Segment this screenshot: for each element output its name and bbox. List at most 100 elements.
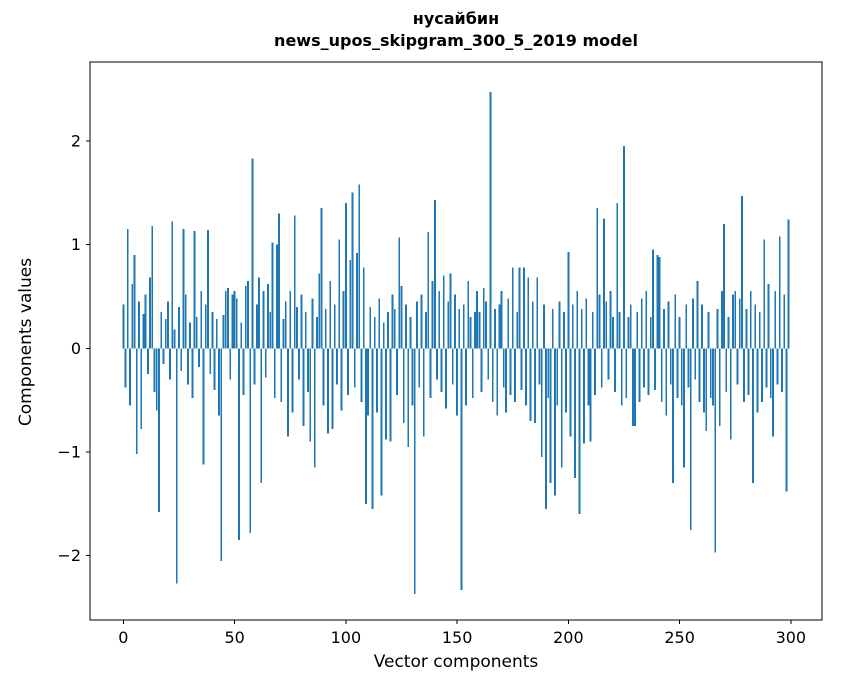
bar	[529, 348, 532, 421]
bar	[772, 348, 774, 437]
bar	[491, 348, 494, 403]
y-tick-label: 1	[71, 235, 81, 254]
y-tick-label: −1	[57, 442, 81, 461]
bar	[380, 348, 383, 496]
bar	[378, 298, 381, 349]
bar	[645, 291, 648, 349]
bar	[160, 311, 163, 349]
bar	[729, 348, 732, 440]
bar	[745, 308, 748, 349]
bar	[576, 291, 579, 349]
bar	[551, 308, 554, 349]
bar	[291, 348, 294, 413]
bar	[709, 348, 712, 399]
bar	[402, 348, 405, 423]
bar	[267, 283, 269, 349]
bar	[416, 301, 418, 349]
bar	[171, 221, 174, 349]
bar	[440, 348, 443, 392]
bar	[611, 317, 614, 349]
y-tick-label: −2	[57, 546, 81, 565]
bar	[309, 348, 312, 442]
bar	[391, 294, 394, 349]
bar	[607, 348, 610, 380]
bar	[614, 348, 616, 392]
bar	[734, 291, 737, 349]
bar	[453, 294, 456, 349]
bar	[385, 348, 387, 440]
bar	[609, 291, 612, 349]
bar	[458, 308, 461, 349]
bar	[769, 348, 772, 399]
bar	[469, 317, 472, 349]
bar	[558, 301, 561, 349]
bar	[623, 146, 625, 349]
bar	[705, 348, 708, 432]
bar	[126, 228, 129, 349]
bar	[747, 348, 750, 395]
bar	[173, 329, 176, 349]
bar	[511, 267, 514, 349]
bar	[304, 311, 307, 349]
bar	[358, 184, 361, 349]
bar	[298, 348, 301, 380]
bar	[749, 291, 752, 349]
bar	[433, 199, 436, 349]
bar	[138, 301, 140, 349]
bar	[480, 348, 483, 392]
bar	[371, 348, 374, 510]
bar	[669, 348, 672, 385]
bar	[233, 291, 236, 349]
bar	[153, 348, 156, 392]
bar	[293, 215, 296, 349]
bar	[585, 298, 588, 349]
bar	[500, 291, 503, 349]
bar	[407, 348, 410, 447]
bar	[703, 348, 705, 413]
bar	[776, 348, 779, 385]
x-tick-label: 100	[331, 628, 362, 647]
bar	[324, 308, 327, 349]
bar	[634, 348, 637, 427]
bar	[271, 242, 274, 349]
bar	[594, 348, 596, 395]
bar	[554, 348, 556, 496]
bar	[302, 348, 305, 427]
x-tick-label: 300	[776, 628, 807, 647]
bar	[758, 311, 761, 349]
bar	[545, 348, 548, 510]
bar	[754, 304, 757, 349]
bar	[438, 291, 441, 349]
bar	[502, 348, 505, 388]
bar	[474, 311, 476, 349]
bar	[522, 267, 525, 349]
bar	[146, 348, 149, 375]
bar	[187, 348, 189, 385]
bar	[300, 294, 303, 349]
x-tick-label: 250	[664, 628, 695, 647]
bar	[625, 348, 628, 399]
bar	[442, 275, 445, 349]
bar	[723, 223, 725, 349]
bar	[689, 348, 692, 530]
bar	[471, 348, 474, 399]
bar	[618, 311, 621, 349]
bar	[240, 322, 243, 349]
bar	[720, 291, 723, 349]
bar	[362, 267, 365, 349]
bar	[133, 254, 136, 349]
bar	[591, 311, 594, 349]
bar	[587, 348, 590, 406]
bar	[507, 298, 510, 349]
bar	[656, 254, 659, 349]
bar	[398, 237, 401, 349]
bar	[707, 311, 710, 349]
bar	[278, 213, 281, 349]
bar	[485, 301, 487, 349]
bar	[405, 304, 407, 349]
x-tick-label: 0	[118, 628, 128, 647]
bar	[289, 291, 292, 349]
bar	[202, 348, 205, 465]
bar	[413, 348, 416, 595]
